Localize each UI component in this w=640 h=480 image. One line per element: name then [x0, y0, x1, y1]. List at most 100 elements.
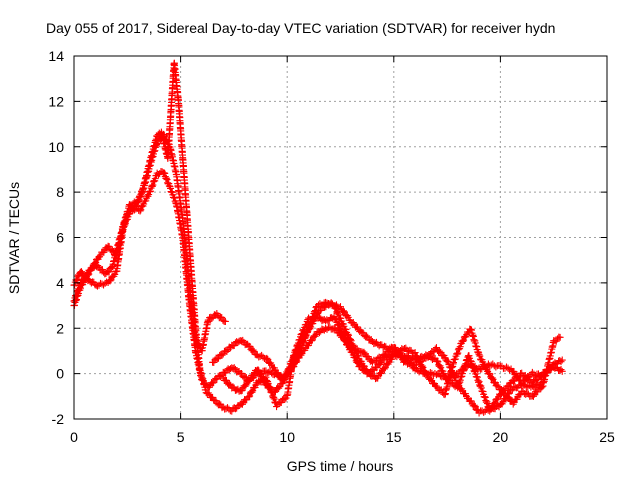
data-point [433, 357, 441, 365]
data-point [525, 381, 533, 389]
x-tick-label: 15 [386, 429, 402, 445]
data-point [458, 337, 466, 345]
y-tick-label: 2 [56, 320, 64, 336]
data-point [470, 367, 478, 375]
data-point [453, 350, 461, 358]
y-tick-label: 6 [56, 230, 64, 246]
data-point [149, 181, 157, 189]
data-point [475, 378, 483, 386]
data-point [454, 349, 462, 357]
data-point [493, 381, 501, 389]
y-tick-label: 0 [56, 366, 64, 382]
data-point [339, 307, 347, 315]
y-tick-label: 10 [48, 139, 64, 155]
data-point [427, 375, 435, 383]
data-point [475, 351, 483, 359]
data-point [167, 188, 175, 196]
data-point [483, 398, 491, 406]
data-point [418, 362, 426, 370]
x-tick-label: 0 [70, 429, 78, 445]
x-tick-label: 20 [493, 429, 509, 445]
data-point [420, 367, 428, 375]
data-point [513, 372, 521, 380]
data-point [208, 314, 216, 322]
data-point [221, 317, 229, 325]
data-point [344, 330, 352, 338]
data-point [119, 225, 127, 233]
data-point [284, 368, 292, 376]
data-point [424, 371, 432, 379]
data-point [470, 401, 478, 409]
data-point [162, 174, 170, 182]
data-point [96, 253, 104, 261]
axis-ticks [73, 55, 608, 420]
data-point [360, 362, 368, 370]
data-point [459, 337, 467, 345]
series-track-3 [70, 168, 566, 396]
grid-lines [74, 56, 607, 419]
data-point [308, 336, 316, 344]
data-point [295, 349, 303, 357]
series-track-5 [219, 298, 547, 415]
data-point [339, 332, 347, 340]
y-tick-label: -2 [52, 411, 65, 427]
data-point [146, 187, 154, 195]
data-point [164, 179, 172, 187]
data-point [270, 395, 278, 403]
data-point [558, 356, 566, 364]
data-point [311, 332, 319, 340]
data-point [269, 392, 277, 400]
data-point [381, 364, 389, 372]
data-point [467, 357, 475, 365]
data-point [469, 364, 477, 372]
data-point [137, 206, 145, 214]
y-tick-label: 8 [56, 184, 64, 200]
data-point [98, 280, 106, 288]
data-point [262, 380, 270, 388]
data-point [198, 376, 206, 384]
data-point [377, 370, 385, 378]
data-point [315, 329, 323, 337]
data-point [171, 194, 179, 202]
data-point [502, 363, 510, 371]
data-point [105, 267, 113, 275]
data-point [263, 354, 271, 362]
data-point [121, 221, 129, 229]
data-point [241, 382, 249, 390]
data-point [377, 369, 385, 377]
data-point [349, 341, 357, 349]
data-point [528, 368, 536, 376]
data-point [345, 331, 353, 339]
data-point [246, 392, 254, 400]
data-point [285, 368, 293, 376]
data-point [170, 193, 178, 201]
x-tick-label: 5 [177, 429, 185, 445]
data-point [504, 390, 512, 398]
data-point [354, 352, 362, 360]
data-point [347, 337, 355, 345]
data-point [350, 343, 358, 351]
data-point [138, 189, 146, 197]
data-point [245, 393, 253, 401]
y-axis-label: SDTVAR / TECUs [6, 182, 22, 294]
data-point [101, 279, 109, 287]
data-point [477, 384, 485, 392]
data-point [481, 393, 489, 401]
data-point [210, 379, 218, 387]
data-point [216, 400, 224, 408]
data-point [504, 364, 512, 372]
data-point [492, 363, 500, 371]
y-tick-label: 14 [48, 48, 64, 64]
data-point [373, 364, 381, 372]
data-point [264, 355, 272, 363]
data-point [199, 377, 207, 385]
data-point [288, 362, 296, 370]
data-point [485, 369, 493, 377]
data-point [230, 364, 238, 372]
data-point [476, 352, 484, 360]
data-point [149, 178, 157, 186]
data-point [451, 355, 459, 363]
data-point [241, 373, 249, 381]
data-point [332, 305, 340, 313]
data-point [426, 352, 434, 360]
